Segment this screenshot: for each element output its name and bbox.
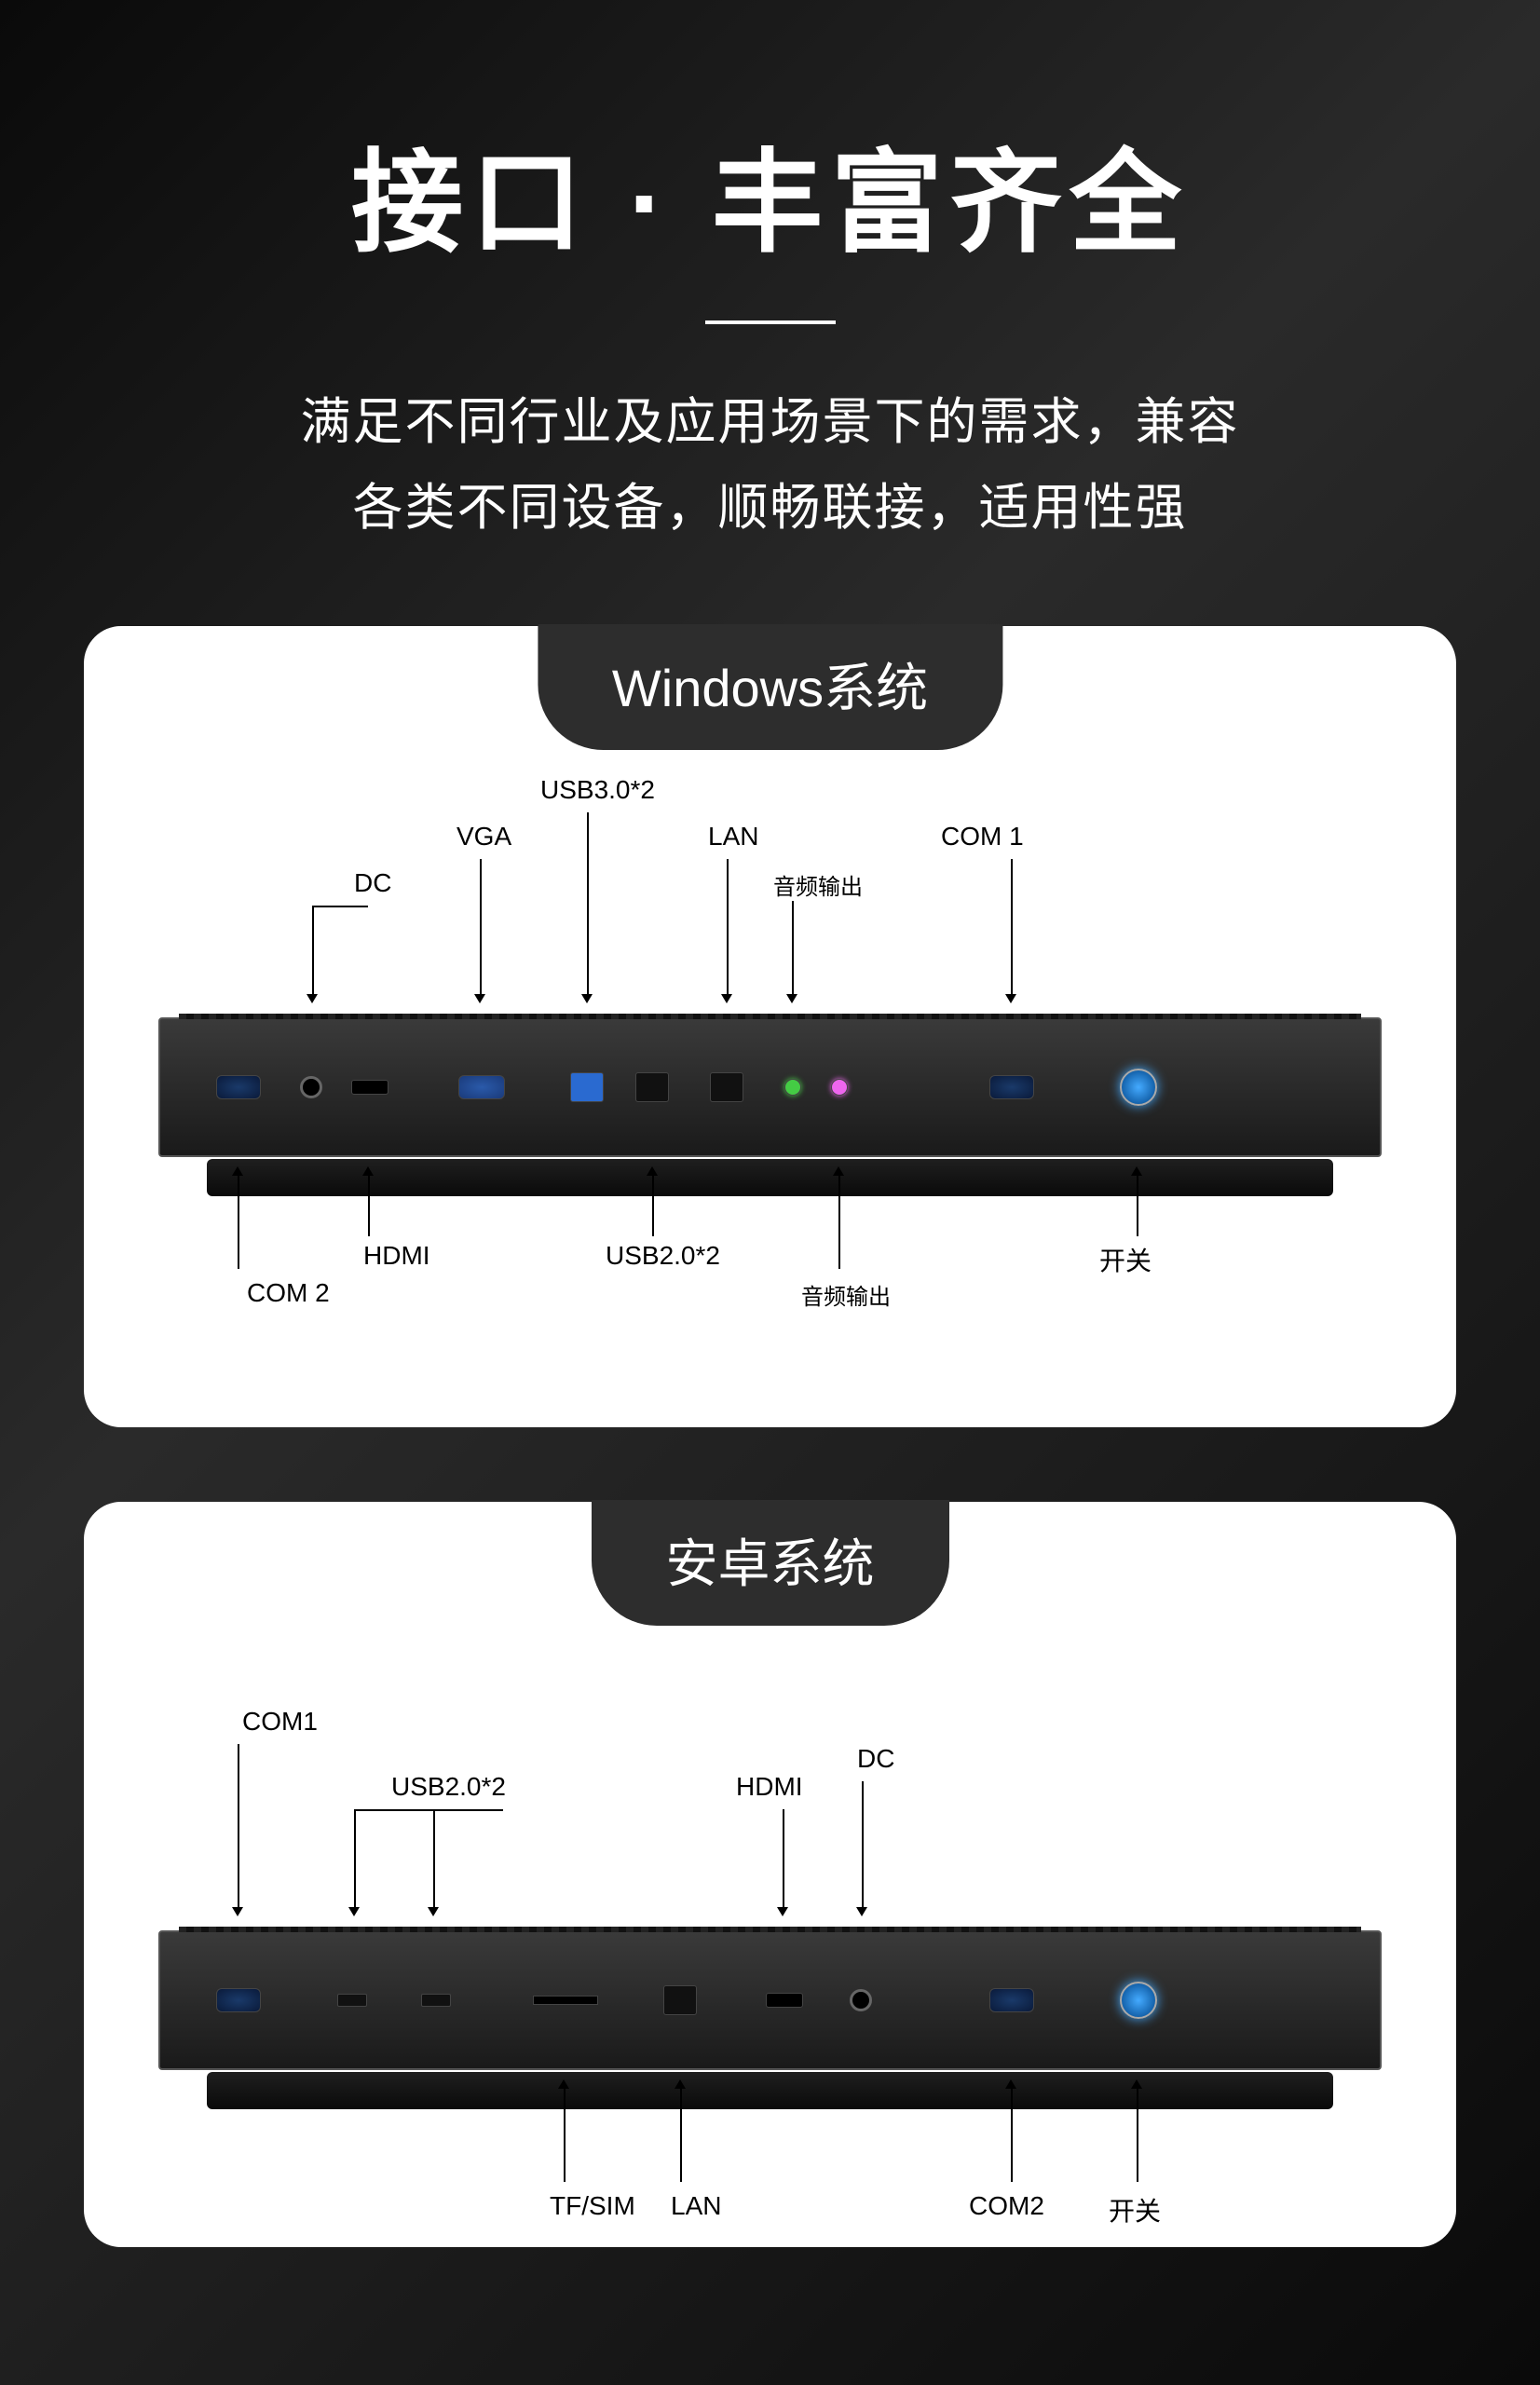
label-audio-bottom: 音频输出	[801, 1278, 891, 1311]
arrow-head	[721, 994, 732, 1003]
arrow	[354, 1809, 356, 1912]
arrow-head	[428, 1907, 439, 1916]
baseplate	[207, 2072, 1333, 2109]
arrow	[652, 1176, 654, 1236]
subtitle-line1: 满足不同行业及应用场景下的需求，兼容	[0, 380, 1540, 466]
label-usb20: USB2.0*2	[606, 1241, 720, 1271]
label-hdmi: HDMI	[736, 1772, 803, 1802]
baseplate	[207, 1159, 1333, 1196]
arrow-head	[786, 994, 797, 1003]
com2-port	[216, 1075, 261, 1099]
label-audio-top: 音频输出	[773, 868, 863, 901]
arrow	[354, 1809, 503, 1811]
arrow	[680, 2089, 682, 2182]
arrow-head	[675, 2079, 686, 2089]
com1-port	[216, 1988, 261, 2012]
audio-pink-port	[831, 1079, 848, 1096]
label-com1: COM 1	[941, 822, 1024, 852]
lan-port	[710, 1072, 743, 1102]
tf-sim-slot	[533, 1996, 598, 2005]
arrow	[238, 1744, 239, 1912]
arrow	[1011, 859, 1013, 999]
label-usb20: USB2.0*2	[391, 1772, 506, 1802]
usb-a2-port	[421, 1994, 451, 2007]
dc-port	[300, 1076, 322, 1098]
audio-green-port	[784, 1079, 801, 1096]
arrow	[862, 1781, 864, 1912]
arrow	[480, 859, 482, 999]
hdmi-port	[351, 1080, 388, 1095]
arrow-head	[1131, 1166, 1142, 1176]
label-hdmi: HDMI	[363, 1241, 430, 1271]
hdmi-port	[766, 1993, 803, 2008]
arrow-head	[1131, 2079, 1142, 2089]
arrow	[368, 1176, 370, 1236]
vga-port	[458, 1075, 505, 1099]
arrow	[238, 1176, 239, 1269]
arrow	[312, 906, 368, 907]
label-power: 开关	[1109, 2191, 1161, 2228]
com1-port	[989, 1075, 1034, 1099]
arrow	[783, 1809, 784, 1912]
arrow	[838, 1176, 840, 1269]
arrow-head	[362, 1166, 374, 1176]
power-button	[1120, 1982, 1157, 2019]
arrow-head	[558, 2079, 569, 2089]
usb-a1-port	[337, 1994, 367, 2007]
page-title: 接口 · 丰富齐全	[0, 112, 1540, 274]
com2-port	[989, 1988, 1034, 2012]
arrow	[1137, 2089, 1138, 2182]
arrow-head	[232, 1166, 243, 1176]
arrow-head	[348, 1907, 360, 1916]
android-card: 安卓系统 COM1 USB2.0*2 HDMI DC	[84, 1502, 1456, 2247]
label-lan: LAN	[671, 2191, 721, 2221]
label-dc: DC	[354, 868, 391, 898]
windows-chassis	[158, 1017, 1382, 1157]
usb3-port	[570, 1072, 604, 1102]
label-com2: COM 2	[247, 1278, 330, 1308]
windows-tab: Windows系统	[538, 624, 1002, 750]
android-tab: 安卓系统	[592, 1500, 949, 1626]
power-button	[1120, 1069, 1157, 1106]
arrow-head	[474, 994, 485, 1003]
arrow-head	[1005, 2079, 1016, 2089]
dc-port	[850, 1989, 872, 2011]
title-divider	[705, 320, 836, 324]
arrow	[564, 2089, 566, 2182]
arrow-head	[307, 994, 318, 1003]
subtitle-line2: 各类不同设备，顺畅联接，适用性强	[0, 466, 1540, 552]
arrow	[433, 1809, 435, 1912]
windows-card: Windows系统 USB3.0*2 LAN DC VGA	[84, 626, 1456, 1427]
android-chassis	[158, 1930, 1382, 2070]
arrow-head	[232, 1907, 243, 1916]
arrow	[792, 901, 794, 999]
arrow	[587, 812, 589, 999]
arrow-head	[1005, 994, 1016, 1003]
label-dc: DC	[857, 1744, 894, 1774]
label-lan: LAN	[708, 822, 758, 852]
arrow	[727, 859, 729, 999]
arrow	[1137, 1176, 1138, 1236]
arrow-head	[856, 1907, 867, 1916]
label-com2: COM2	[969, 2191, 1044, 2221]
arrow-head	[833, 1166, 844, 1176]
arrow	[312, 906, 314, 999]
header: 接口 · 丰富齐全 满足不同行业及应用场景下的需求，兼容 各类不同设备，顺畅联接…	[0, 0, 1540, 552]
arrow-head	[647, 1166, 658, 1176]
lan-port	[663, 1985, 697, 2015]
label-tfsim: TF/SIM	[550, 2191, 635, 2221]
label-com1: COM1	[242, 1707, 318, 1737]
usb2-port	[635, 1072, 669, 1102]
arrow-head	[581, 994, 593, 1003]
label-usb30: USB3.0*2	[540, 775, 655, 805]
label-power: 开关	[1099, 1241, 1152, 1278]
arrow-head	[777, 1907, 788, 1916]
label-vga: VGA	[457, 822, 511, 852]
arrow	[1011, 2089, 1013, 2182]
